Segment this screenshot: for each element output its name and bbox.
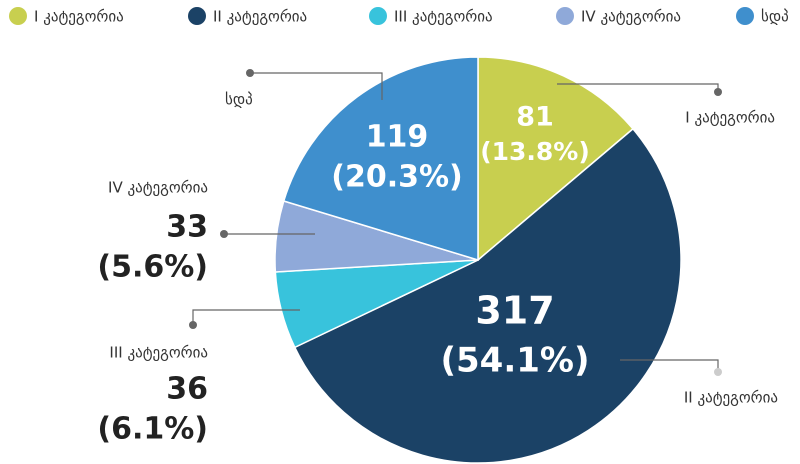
- leader-dot: [220, 230, 228, 238]
- value-label: 317: [475, 289, 554, 333]
- slice-name: I კატეგორია: [685, 109, 775, 127]
- legend-label: IV კატეგორია: [581, 8, 681, 26]
- leader-dot: [714, 88, 722, 96]
- leader-line: [250, 72, 383, 100]
- percentage-label: (54.1%): [440, 341, 589, 381]
- percentage-label: (13.8%): [480, 137, 590, 166]
- value-label: 33: [166, 210, 208, 245]
- value-label: 36: [166, 372, 208, 407]
- value-label: 119: [366, 120, 429, 155]
- percentage-label: (6.1%): [97, 412, 208, 447]
- leader-line: [192, 309, 300, 325]
- leader-dot: [189, 321, 197, 329]
- legend-swatch: [9, 7, 27, 25]
- slice-name: IV კატეგორია: [108, 179, 208, 197]
- leader-dot: [714, 368, 722, 376]
- legend-label: I კატეგორია: [34, 8, 124, 26]
- legend-label: სდპ: [761, 8, 789, 26]
- pie-slice: [282, 56, 479, 262]
- legend-label: III კატეგორია: [394, 8, 493, 26]
- percentage-label: (20.3%): [331, 160, 463, 195]
- slice-name: III კატეგორია: [109, 344, 208, 362]
- value-label: 81: [516, 102, 554, 133]
- legend-swatch: [736, 7, 754, 25]
- legend-swatch: [556, 7, 574, 25]
- pie-slice: [477, 56, 635, 262]
- leader-dot: [246, 69, 254, 77]
- slice-name: სდპ: [225, 91, 253, 109]
- legend-swatch: [188, 7, 206, 25]
- percentage-label: (5.6%): [97, 250, 208, 285]
- legend-label: II კატეგორია: [213, 8, 307, 26]
- pie-slice: [293, 127, 682, 464]
- legend-swatch: [369, 7, 387, 25]
- slice-name: II კატეგორია: [684, 389, 778, 407]
